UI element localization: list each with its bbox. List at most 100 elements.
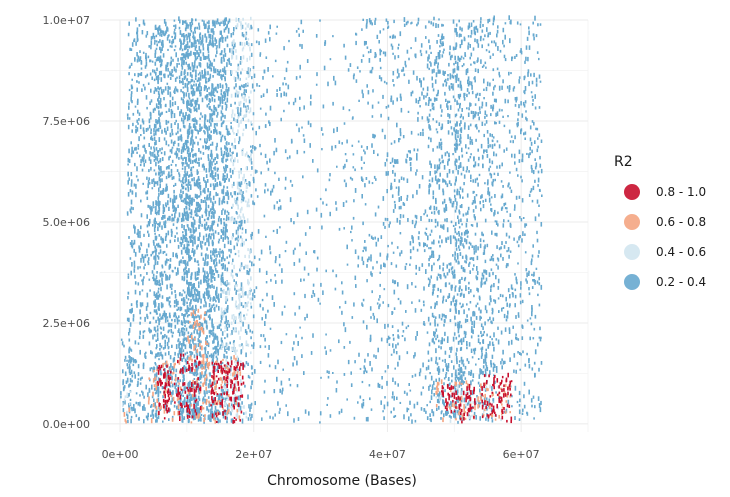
data-point [158, 204, 160, 209]
data-point [223, 48, 226, 53]
data-point [185, 197, 187, 203]
data-point [150, 99, 153, 103]
data-point [187, 227, 190, 231]
data-point [426, 404, 428, 407]
data-point [167, 48, 169, 51]
data-point [442, 51, 445, 54]
data-point [162, 40, 164, 45]
data-point [181, 372, 183, 375]
data-point [211, 206, 214, 210]
data-point [167, 297, 169, 302]
data-point [397, 297, 400, 301]
data-point [184, 20, 187, 24]
data-point [196, 161, 199, 164]
data-point [428, 113, 431, 117]
data-point [180, 81, 183, 84]
data-point [210, 91, 212, 97]
data-point [191, 103, 194, 107]
data-point [190, 223, 193, 227]
data-point [177, 136, 180, 141]
data-point [247, 374, 250, 379]
data-point [270, 278, 272, 282]
data-point [344, 327, 347, 333]
data-point [195, 322, 197, 325]
data-point [438, 184, 441, 188]
data-point [191, 42, 194, 48]
data-point [356, 66, 359, 69]
data-point [205, 320, 208, 325]
data-point [435, 206, 438, 211]
data-point [211, 402, 214, 406]
data-point [426, 416, 429, 420]
data-point [224, 145, 226, 150]
data-point [222, 237, 224, 242]
data-point [189, 199, 192, 202]
data-point [207, 396, 210, 399]
data-point [206, 238, 208, 243]
data-point [279, 388, 281, 393]
data-point [384, 263, 386, 268]
data-point [303, 266, 306, 271]
data-point [133, 224, 135, 229]
data-point [458, 19, 460, 23]
data-point [153, 264, 156, 270]
data-point [155, 71, 157, 76]
data-point [139, 316, 142, 320]
data-point [404, 265, 407, 270]
data-point [174, 36, 176, 40]
data-point [200, 363, 202, 369]
data-point [209, 417, 211, 422]
data-point [128, 107, 130, 110]
data-point [421, 175, 424, 180]
data-point [232, 151, 234, 154]
data-point [159, 342, 161, 347]
data-point [219, 344, 222, 349]
data-point [189, 181, 191, 184]
data-point [156, 325, 159, 328]
data-point [162, 347, 165, 350]
data-point [240, 168, 242, 173]
data-point [429, 372, 431, 375]
data-point [171, 96, 174, 101]
data-point [219, 37, 222, 42]
data-point [224, 282, 226, 286]
data-point [208, 92, 210, 95]
data-point [172, 209, 175, 212]
data-point [143, 130, 145, 134]
data-point [147, 392, 149, 398]
data-point [354, 168, 356, 172]
data-point [377, 347, 379, 353]
data-point [313, 293, 316, 297]
data-point [220, 21, 222, 24]
data-point [155, 235, 158, 240]
data-point [438, 143, 441, 149]
data-point [159, 347, 161, 351]
data-point [342, 202, 345, 207]
data-point [184, 173, 187, 177]
data-point [451, 74, 454, 78]
data-point [185, 44, 188, 49]
data-point [217, 173, 219, 176]
data-point [266, 88, 268, 94]
data-point [156, 279, 159, 283]
data-point [188, 114, 191, 119]
data-point [126, 213, 129, 216]
data-point [415, 272, 417, 275]
data-point [283, 91, 285, 97]
data-point [450, 395, 452, 398]
data-point [204, 319, 206, 324]
data-point [381, 128, 384, 133]
data-point [160, 151, 163, 155]
data-point [159, 175, 162, 177]
data-point [136, 87, 138, 92]
data-point [221, 105, 224, 110]
data-point [192, 239, 194, 244]
data-point [171, 366, 174, 370]
data-point [196, 329, 198, 334]
data-point [147, 230, 149, 234]
data-point [219, 347, 221, 350]
data-point [137, 418, 140, 421]
data-point [368, 233, 371, 237]
data-point [215, 248, 217, 254]
data-point [137, 380, 139, 386]
